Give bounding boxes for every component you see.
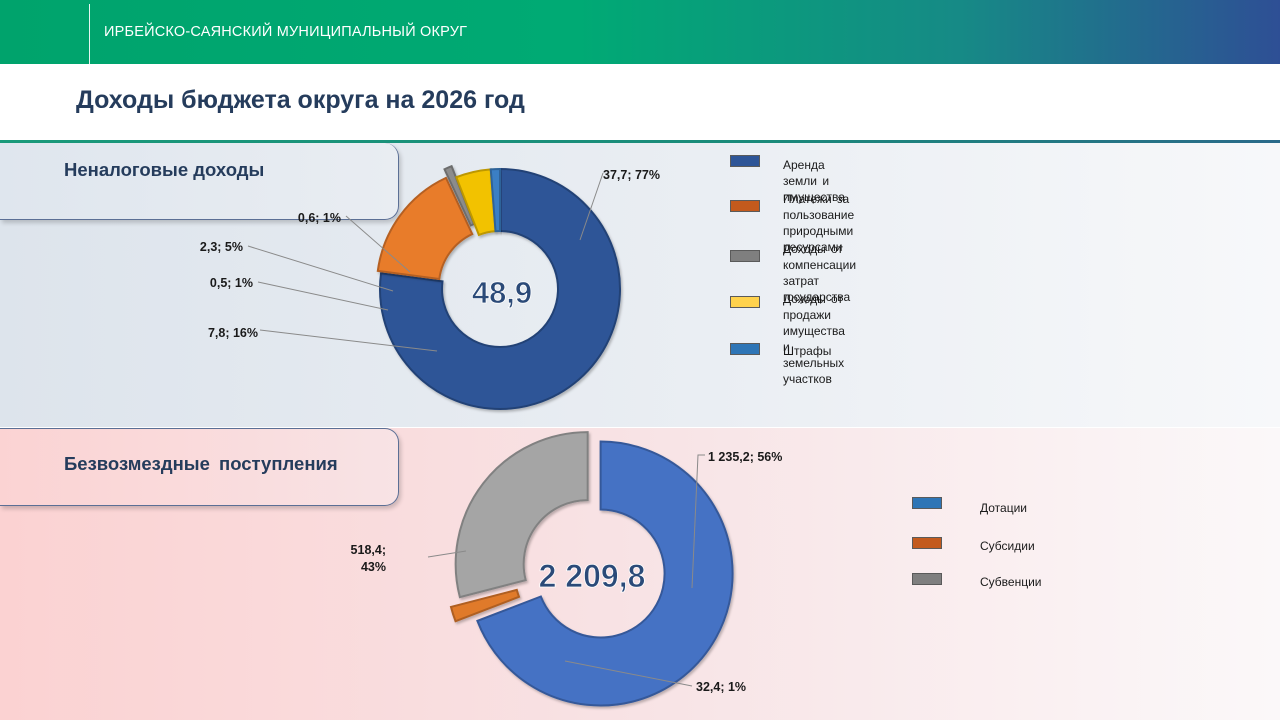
- grants-title: Безвозмездные поступления: [64, 453, 338, 474]
- data-label: 32,4; 1%: [696, 680, 746, 694]
- donut-chart-2: 1 235,2; 56% 32,4; 1% 518,4; 43% 2 209,8: [351, 431, 782, 707]
- legend-swatch: [730, 200, 760, 212]
- non-tax-title: Неналоговые доходы: [64, 159, 265, 180]
- donut-slice: [376, 176, 474, 281]
- non-tax-title-box: [0, 143, 399, 220]
- data-label: 37,7; 77%: [603, 168, 660, 182]
- legend-label: Доходы от продажи имущества и земельных …: [783, 292, 845, 386]
- donut-slice: [489, 167, 501, 233]
- donut-slice: [476, 440, 734, 707]
- donut-slice: [449, 588, 521, 623]
- legend-label: Субсидии: [980, 539, 1035, 553]
- leader-line: [247, 245, 394, 292]
- center-total: 48,9: [472, 275, 532, 310]
- data-label: 1 235,2; 56%: [708, 450, 782, 464]
- legend-label: Субвенции: [980, 575, 1042, 589]
- leader-line: [691, 454, 705, 589]
- leader-line: [259, 329, 438, 352]
- data-label: 0,5; 1%: [210, 276, 253, 290]
- legend-label: Дотации: [980, 501, 1027, 515]
- title-underline: [0, 140, 1280, 143]
- legend-label: Платежи за пользование природными ресурс…: [783, 192, 855, 254]
- legend-label: Штрафы: [783, 344, 832, 358]
- legend-swatch: [730, 155, 760, 167]
- legend-label: Аренда земли и имущества: [783, 158, 845, 204]
- legend-swatch: [730, 250, 760, 262]
- data-label: 7,8; 16%: [208, 326, 258, 340]
- leader-line: [257, 281, 389, 311]
- grants-title-box: [0, 428, 399, 506]
- donut-chart-1: 37,7; 77% 7,8; 16% 0,5; 1% 2,3; 5% 0,6; 1% 48…: [200, 164, 660, 410]
- data-label: 2,3; 5%: [200, 240, 243, 254]
- leader-line: [579, 172, 604, 241]
- leader-line: [564, 660, 693, 687]
- legend-swatch: [912, 537, 942, 549]
- legend-swatch: [912, 497, 942, 509]
- legend-swatch: [730, 296, 760, 308]
- legend-label: Доходы от компенсации затрат государства: [783, 242, 857, 304]
- donut-slice: [379, 167, 621, 410]
- leader-line: [427, 550, 467, 558]
- leader-line: [345, 215, 411, 273]
- district-name: ИРБЕЙСКО-САЯНСКИЙ МУНИЦИПАЛЬНЫЙ ОКРУГ: [104, 24, 468, 40]
- center-total: 2 209,8: [539, 558, 646, 594]
- data-label: 518,4; 43%: [351, 543, 386, 574]
- header-bar: ИРБЕЙСКО-САЯНСКИЙ МУНИЦИПАЛЬНЫЙ ОКРУГ: [0, 0, 1280, 64]
- header-divider: [89, 4, 90, 64]
- data-label: 0,6; 1%: [298, 211, 341, 225]
- page-title: Доходы бюджета округа на 2026 год: [76, 86, 525, 114]
- donut-slice: [454, 431, 589, 599]
- legend-swatch: [730, 343, 760, 355]
- legend-swatch: [912, 573, 942, 585]
